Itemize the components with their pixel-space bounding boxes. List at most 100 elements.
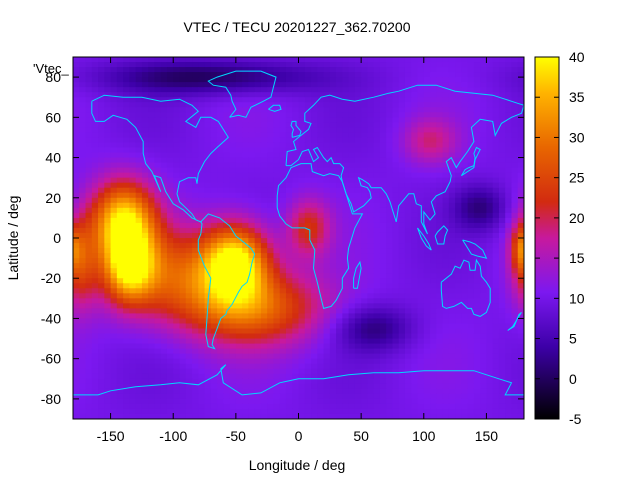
heatmap-cell	[486, 318, 494, 325]
heatmap-cell	[317, 318, 325, 325]
heatmap-cell	[379, 142, 387, 149]
heatmap-cell	[367, 283, 375, 289]
heatmap-cell	[348, 243, 356, 249]
heatmap-cell	[342, 72, 350, 78]
heatmap-cell	[285, 288, 293, 294]
heatmap-cell	[235, 182, 243, 189]
heatmap-cell	[141, 273, 149, 279]
heatmap-cell	[73, 232, 80, 239]
heatmap-cell	[254, 187, 262, 194]
heatmap-cell	[392, 102, 400, 108]
heatmap-cell	[110, 162, 118, 169]
heatmap-cell	[129, 192, 137, 199]
heatmap-cell	[386, 363, 394, 370]
heatmap-cell	[304, 197, 312, 204]
heatmap-cell	[285, 238, 293, 244]
heatmap-cell	[442, 328, 450, 335]
heatmap-cell	[254, 293, 262, 299]
heatmap-cell	[292, 92, 300, 98]
heatmap-cell	[361, 222, 368, 229]
heatmap-cell	[210, 363, 218, 370]
heatmap-cell	[279, 303, 287, 309]
heatmap-cell	[392, 127, 400, 134]
heatmap-cell	[386, 353, 394, 360]
heatmap-cell	[498, 398, 506, 405]
heatmap-cell	[279, 62, 287, 68]
heatmap-cell	[110, 293, 118, 299]
heatmap-cell	[116, 62, 124, 68]
heatmap-cell	[348, 343, 356, 350]
heatmap-cell	[505, 197, 513, 204]
heatmap-cell	[166, 348, 174, 355]
heatmap-cell	[342, 107, 350, 113]
heatmap-cell	[173, 313, 181, 320]
heatmap-cell	[116, 263, 124, 269]
heatmap-cell	[179, 398, 187, 405]
heatmap-cell	[329, 323, 337, 330]
heatmap-cell	[461, 248, 469, 254]
heatmap-cell	[91, 288, 99, 294]
heatmap-cell	[342, 303, 350, 309]
heatmap-cell	[367, 112, 375, 118]
heatmap-cell	[166, 313, 174, 320]
heatmap-cell	[311, 72, 318, 78]
heatmap-cell	[486, 278, 494, 284]
heatmap-cell	[442, 217, 450, 224]
heatmap-cell	[373, 82, 381, 88]
heatmap-cell	[248, 253, 256, 259]
heatmap-cell	[204, 323, 212, 330]
heatmap-cell	[442, 202, 450, 209]
heatmap-cell	[317, 92, 325, 98]
heatmap-cell	[367, 373, 375, 380]
heatmap-cell	[192, 243, 199, 249]
heatmap-cell	[473, 127, 481, 134]
heatmap-cell	[423, 338, 431, 345]
heatmap-cell	[242, 383, 249, 390]
heatmap-cell	[91, 338, 99, 345]
heatmap-cell	[480, 192, 488, 199]
heatmap-cell	[367, 263, 375, 269]
heatmap-cell	[329, 107, 337, 113]
heatmap-cell	[423, 268, 431, 274]
heatmap-cell	[361, 162, 368, 169]
heatmap-cell	[323, 192, 331, 199]
heatmap-cell	[511, 248, 519, 254]
heatmap-cell	[104, 72, 112, 78]
heatmap-cell	[511, 393, 519, 400]
heatmap-cell	[317, 182, 325, 189]
heatmap-cell	[298, 393, 306, 400]
heatmap-cell	[379, 398, 387, 405]
heatmap-cell	[110, 142, 118, 149]
heatmap-cell	[110, 227, 118, 234]
heatmap-cell	[423, 273, 431, 279]
heatmap-cell	[242, 92, 249, 98]
heatmap-cell	[404, 122, 412, 128]
heatmap-cell	[73, 82, 80, 88]
heatmap-cell	[260, 72, 268, 78]
heatmap-cell	[511, 373, 519, 380]
heatmap-cell	[129, 207, 137, 214]
heatmap-cell	[110, 132, 118, 139]
heatmap-cell	[210, 222, 218, 229]
heatmap-cell	[141, 107, 149, 113]
heatmap-cell	[298, 278, 306, 284]
heatmap-cell	[398, 358, 406, 365]
heatmap-cell	[260, 278, 268, 284]
heatmap-cell	[448, 353, 456, 360]
heatmap-cell	[423, 358, 431, 365]
heatmap-cell	[304, 167, 312, 174]
heatmap-cell	[317, 248, 325, 254]
heatmap-cell	[229, 87, 237, 93]
heatmap-cell	[348, 368, 356, 375]
heatmap-cell	[110, 172, 118, 179]
heatmap-cell	[423, 373, 431, 380]
heatmap-cell	[185, 117, 193, 123]
heatmap-cell	[73, 182, 80, 189]
heatmap-cell	[223, 243, 231, 249]
heatmap-cell	[204, 243, 212, 249]
heatmap-cell	[279, 157, 287, 164]
heatmap-cell	[342, 373, 350, 380]
heatmap-cell	[398, 222, 406, 229]
heatmap-cell	[223, 62, 231, 68]
heatmap-cell	[430, 238, 437, 244]
